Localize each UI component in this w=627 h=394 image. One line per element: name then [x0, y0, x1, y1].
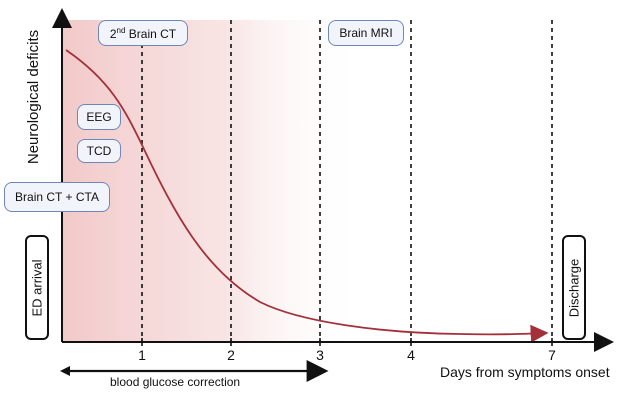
- ed-arrival-box: ED arrival: [25, 235, 49, 340]
- acute-phase-shading: [62, 20, 362, 342]
- x-tick-label: 7: [548, 347, 556, 363]
- tcd-box: TCD: [77, 139, 121, 163]
- discharge-box: Discharge: [562, 235, 586, 340]
- x-axis-label: Days from symptoms onset: [440, 364, 610, 380]
- brain-ct-cta-label: Brain CT + CTA: [15, 190, 99, 204]
- tcd-label: TCD: [86, 144, 112, 158]
- x-tick-label: 2: [227, 347, 235, 363]
- second-ct-number: 2: [109, 26, 117, 41]
- brain-ct-cta-box: Brain CT + CTA: [4, 182, 110, 212]
- x-tick-label: 1: [138, 347, 146, 363]
- discharge-label: Discharge: [566, 258, 582, 317]
- second-ct-superscript: nd: [116, 25, 126, 35]
- second-brain-ct-label: 2nd Brain CT: [110, 26, 176, 41]
- y-axis-label: Neurological deficits: [25, 29, 42, 165]
- second-ct-text: Brain CT: [125, 26, 177, 41]
- eeg-label: EEG: [86, 110, 112, 124]
- eeg-box: EEG: [77, 104, 121, 130]
- x-tick-label: 4: [407, 347, 415, 363]
- second-brain-ct-box: 2nd Brain CT: [98, 20, 188, 46]
- glucose-arrow-left-head: [60, 366, 70, 376]
- neurological-deficit-curve: [65, 49, 549, 343]
- glucose-correction-label: blood glucose correction: [110, 375, 241, 389]
- brain-mri-label: Brain MRI: [339, 26, 393, 40]
- ed-arrival-label: ED arrival: [29, 258, 45, 317]
- x-tick-label: 3: [316, 347, 324, 363]
- brain-mri-box: Brain MRI: [328, 20, 404, 46]
